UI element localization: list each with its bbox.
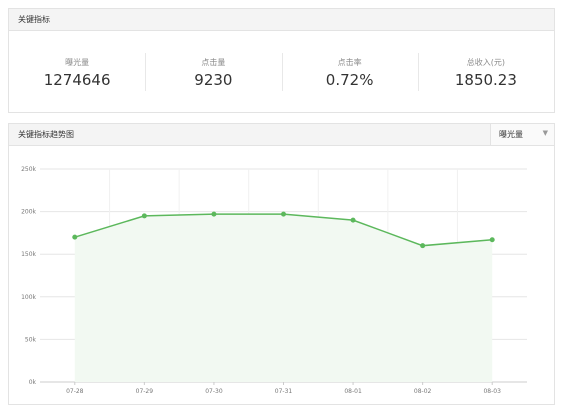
data-point	[489, 237, 495, 243]
y-tick-label: 50k	[25, 336, 37, 343]
x-tick-label: 07-29	[136, 388, 154, 395]
key-metrics-panel: 关键指标 曝光量 1274646 点击量 9230 点击率 0.72% 总收入(…	[8, 8, 555, 113]
data-point	[72, 234, 78, 240]
metric-value: 9230	[194, 71, 233, 89]
x-tick-label: 08-02	[414, 388, 432, 395]
data-point	[350, 217, 356, 223]
chevron-down-icon: ▼	[542, 129, 548, 137]
y-tick-label: 0k	[29, 379, 37, 386]
y-tick-label: 200k	[21, 209, 36, 216]
series-area	[74, 214, 493, 382]
data-point	[420, 243, 426, 249]
x-tick-label: 07-30	[205, 388, 223, 395]
metric-value: 1850.23	[454, 71, 517, 89]
metric-label: 点击率	[337, 58, 362, 67]
metric-value: 1274646	[43, 71, 111, 89]
metric-select[interactable]: 曝光量 ▼	[490, 124, 554, 145]
metric-select-value: 曝光量	[499, 130, 523, 139]
x-tick-label: 07-28	[66, 388, 84, 395]
data-point	[141, 213, 147, 219]
y-tick-label: 150k	[21, 251, 36, 258]
data-point	[281, 211, 286, 217]
metric-label: 曝光量	[65, 58, 90, 67]
trend-panel: 关键指标趋势图 曝光量 ▼ 0k 50k 100k 150k 200k 250k 07-28…	[8, 123, 555, 405]
metric-revenue: 总收入(元) 1850.23	[417, 31, 554, 112]
metric-impressions: 曝光量 1274646	[9, 31, 145, 112]
trend-title: 关键指标趋势图	[18, 130, 74, 139]
key-metrics-header: 关键指标	[9, 9, 554, 31]
metric-ctr: 点击率 0.72%	[281, 31, 418, 112]
key-metrics-title: 关键指标	[18, 15, 50, 24]
trend-header: 关键指标趋势图 曝光量 ▼	[9, 124, 554, 146]
metric-clicks: 点击量 9230	[145, 31, 281, 112]
x-tick-label: 07-31	[275, 388, 293, 395]
y-tick-label: 250k	[21, 166, 36, 173]
metric-label: 点击量	[201, 58, 226, 67]
metric-label: 总收入(元)	[466, 58, 505, 67]
x-tick-label: 08-03	[483, 388, 501, 395]
x-tick-label: 08-01	[344, 388, 362, 395]
metrics-row: 曝光量 1274646 点击量 9230 点击率 0.72% 总收入(元) 18…	[9, 31, 554, 112]
metric-value: 0.72%	[325, 71, 374, 89]
trend-line-chart: 0k 50k 100k 150k 200k 250k 07-28 07-29 07-30 07-3…	[21, 166, 527, 395]
y-tick-label: 100k	[21, 294, 36, 301]
data-point	[211, 211, 217, 217]
